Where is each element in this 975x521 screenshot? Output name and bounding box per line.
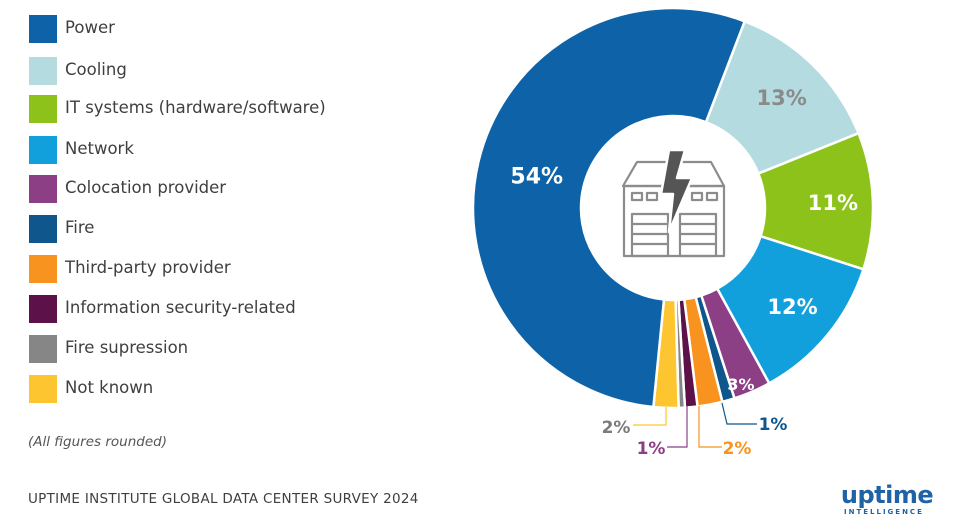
logo-subtitle: INTELLIGENCE xyxy=(844,508,924,516)
legend-swatch xyxy=(29,215,57,243)
legend-label: IT systems (hardware/software) xyxy=(65,98,326,117)
legend-swatch xyxy=(29,57,57,85)
label-not-known: 2% xyxy=(602,418,631,438)
label-fire: 1% xyxy=(759,415,788,435)
legend-label: Fire xyxy=(65,218,95,237)
rounding-note: (All figures rounded) xyxy=(28,434,167,450)
label-it-systems-hardware-software: 11% xyxy=(808,191,858,215)
legend-label: Not known xyxy=(65,378,154,397)
label-cooling: 13% xyxy=(757,86,807,110)
label-information-security-related: 1% xyxy=(637,439,666,459)
leader-not-known xyxy=(633,407,667,426)
label-third-party-provider: 2% xyxy=(723,439,752,459)
leader-information-security-related xyxy=(667,406,688,448)
legend-swatch xyxy=(29,335,57,363)
legend-swatch xyxy=(29,95,57,123)
leader-third-party-provider xyxy=(698,406,722,448)
leader-lines xyxy=(633,402,757,448)
legend-swatch xyxy=(29,136,57,164)
logo-wordmark: uptime xyxy=(840,481,934,509)
legend-label: Colocation provider xyxy=(65,178,227,197)
legend-label: Third-party provider xyxy=(65,258,231,277)
legend-label: Information security-related xyxy=(65,298,296,317)
slice-labels: 13% 11% 12% 3% 1% 2% 1% 2% 54% xyxy=(510,86,858,459)
label-colocation-provider: 3% xyxy=(727,375,754,394)
donut-slices xyxy=(471,6,875,410)
data-center-lightning-icon xyxy=(621,148,726,258)
legend-swatch xyxy=(29,175,57,203)
legend-swatch xyxy=(29,15,57,43)
legend-label: Power xyxy=(65,18,115,37)
legend-swatch xyxy=(29,375,57,403)
legend-label: Cooling xyxy=(65,60,127,79)
legend-label: Network xyxy=(65,139,134,158)
label-network: 12% xyxy=(767,295,817,319)
uptime-logo: uptime INTELLIGENCE xyxy=(832,483,942,516)
label-power: 54% xyxy=(510,165,563,190)
legend-swatch xyxy=(29,255,57,283)
legend-label: Fire supression xyxy=(65,338,189,357)
legend-swatch xyxy=(29,295,57,323)
leader-fire xyxy=(721,402,757,425)
footer-source: UPTIME INSTITUTE GLOBAL DATA CENTER SURV… xyxy=(28,491,419,507)
